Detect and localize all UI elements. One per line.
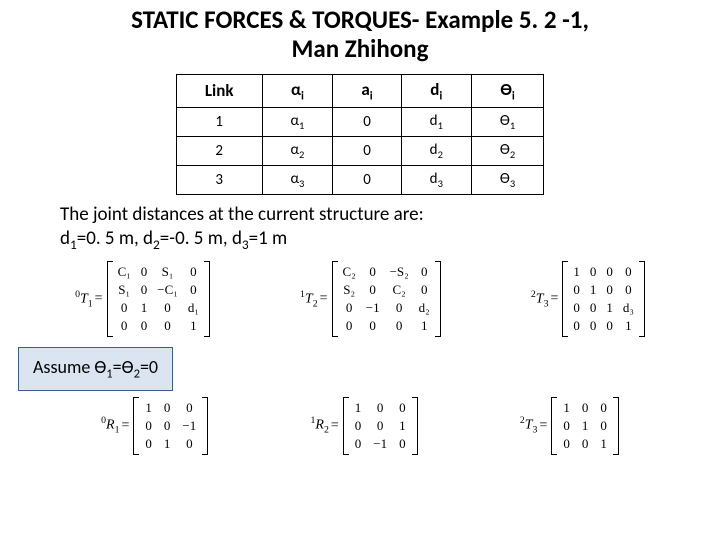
matrix-R01: 0R1= 10000−1010: [101, 397, 208, 455]
page-title: STATIC FORCES & TORQUES- Example 5. 2 -1…: [0, 0, 720, 72]
table-row: 2 α2 0 d2 ϴ2: [176, 136, 543, 165]
title-line-1: STATIC FORCES & TORQUES- Example 5. 2 -1…: [131, 4, 589, 35]
matrix-R12: 1R2= 1000010−10: [310, 397, 417, 455]
table-row: 3 α3 0 d3 ϴ3: [176, 165, 543, 194]
matrix-T23b: 2T3= 100010001: [520, 397, 619, 455]
title-line-2: Man Zhihong: [292, 33, 429, 64]
table-header-row: Link αi ai di ϴi: [176, 74, 543, 107]
col-link: Link: [176, 74, 262, 107]
col-alpha: αi: [262, 74, 333, 107]
col-d: di: [401, 74, 471, 107]
transform-matrices-row: 0T1= C₁0S₁0S₁0−C₁0010d₁0001 1T2= C₂0−S₂0…: [0, 257, 720, 339]
body-text: The joint distances at the current struc…: [0, 201, 720, 257]
table-row: 1 α1 0 d1 ϴ1: [176, 107, 543, 136]
col-theta: ϴi: [471, 74, 543, 107]
dh-parameters-table: Link αi ai di ϴi 1 α1 0 d1 ϴ1 2 α2 0 d2 …: [176, 74, 544, 195]
col-a: ai: [333, 74, 401, 107]
rotation-matrices-row: 0R1= 10000−1010 1R2= 1000010−10 2T3= 100…: [0, 397, 720, 455]
matrix-T23: 2T3= 10000100001d₃0001: [531, 261, 645, 337]
matrix-T12: 1T2= C₂0−S₂0S₂0C₂00−10d₂0001: [300, 261, 441, 337]
assume-callout: Assume ϴ1=ϴ2=0: [18, 347, 173, 391]
matrix-T01: 0T1= C₁0S₁0S₁0−C₁0010d₁0001: [75, 261, 210, 337]
